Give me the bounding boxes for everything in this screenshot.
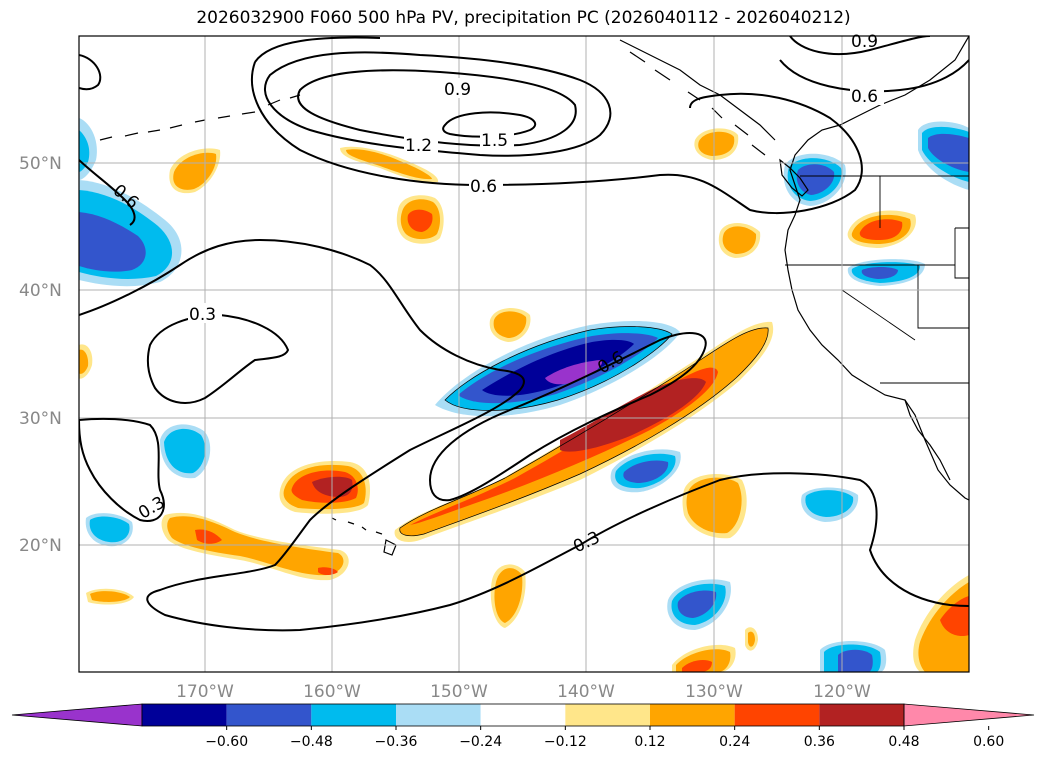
colorbar-segment — [480, 704, 566, 726]
colorbar-tick-label: −0.60 — [205, 734, 248, 750]
colorbar-segment — [819, 704, 904, 726]
lon-labels: 170°W 160°W 150°W 140°W 130°W 120°W — [176, 682, 871, 702]
contour-label: 1.2 — [405, 136, 432, 156]
colorbar-tick-label: 0.48 — [888, 734, 919, 750]
borders — [785, 175, 969, 384]
contour-0.9-loop — [264, 51, 612, 157]
lat-label: 30°N — [19, 409, 62, 429]
pos-band-darkred — [560, 378, 706, 452]
contour-label: 0.9 — [851, 32, 878, 52]
pv-contours — [79, 36, 969, 632]
colorbar-tick-label: −0.12 — [544, 734, 587, 750]
coastlines — [99, 36, 969, 556]
colorbar-tick-label: 0.60 — [973, 734, 1004, 750]
contour-0.3-left — [79, 417, 165, 522]
colorbar-segment — [311, 704, 396, 726]
colorbar-tick-label: 0.12 — [634, 734, 665, 750]
colorbar-extend-high — [903, 703, 1035, 727]
map-title: 2026032900 F060 500 hPa PV, precipitatio… — [196, 8, 851, 28]
contour-label: 0.6 — [851, 87, 878, 107]
lat-label: 20°N — [19, 536, 62, 556]
colorbar: −0.60 −0.48 −0.36 −0.24 −0.12 0.12 0.24 0.36 0.4… — [11, 703, 1035, 750]
lon-label: 170°W — [176, 682, 234, 702]
contour-label: 0.6 — [470, 177, 497, 197]
colorbar-segment — [650, 704, 735, 726]
colorbar-tick-label: −0.24 — [459, 734, 502, 750]
contour-1.2-loop — [297, 69, 577, 147]
lon-label: 130°W — [685, 682, 743, 702]
colorbar-tick-label: −0.36 — [375, 734, 418, 750]
lat-labels: 50°N 40°N 30°N 20°N — [19, 154, 62, 556]
colorbar-tick-label: 0.36 — [804, 734, 835, 750]
lat-label: 50°N — [19, 154, 62, 174]
lon-label: 160°W — [303, 682, 361, 702]
colorbar-segment — [734, 704, 820, 726]
contour-0.6-north — [251, 36, 863, 215]
neg-band-navy — [482, 339, 634, 396]
colorbar-segment — [396, 704, 481, 726]
contour-1.5-loop — [442, 111, 537, 138]
contour-label: 0.3 — [189, 305, 216, 325]
colorbar-segment — [565, 704, 650, 726]
contour-0.6-elongated — [428, 332, 707, 502]
contour-0.3-main — [79, 238, 969, 632]
gridlines — [79, 36, 969, 672]
neg-band-purple — [545, 360, 602, 385]
lon-label: 150°W — [430, 682, 488, 702]
lon-label: 140°W — [557, 682, 615, 702]
map-frame — [78, 35, 970, 673]
colorbar-segment — [142, 704, 227, 726]
colorbar-outline — [141, 703, 905, 727]
colorbar-segment — [226, 704, 312, 726]
contour-label: 0.9 — [444, 80, 471, 100]
lat-label: 40°N — [19, 281, 62, 301]
colorbar-tick-label: 0.24 — [719, 734, 750, 750]
lon-label: 120°W — [813, 682, 871, 702]
contour-label: 1.5 — [481, 131, 508, 151]
colorbar-extend-low — [11, 703, 143, 727]
colorbar-tick-label: −0.48 — [290, 734, 333, 750]
